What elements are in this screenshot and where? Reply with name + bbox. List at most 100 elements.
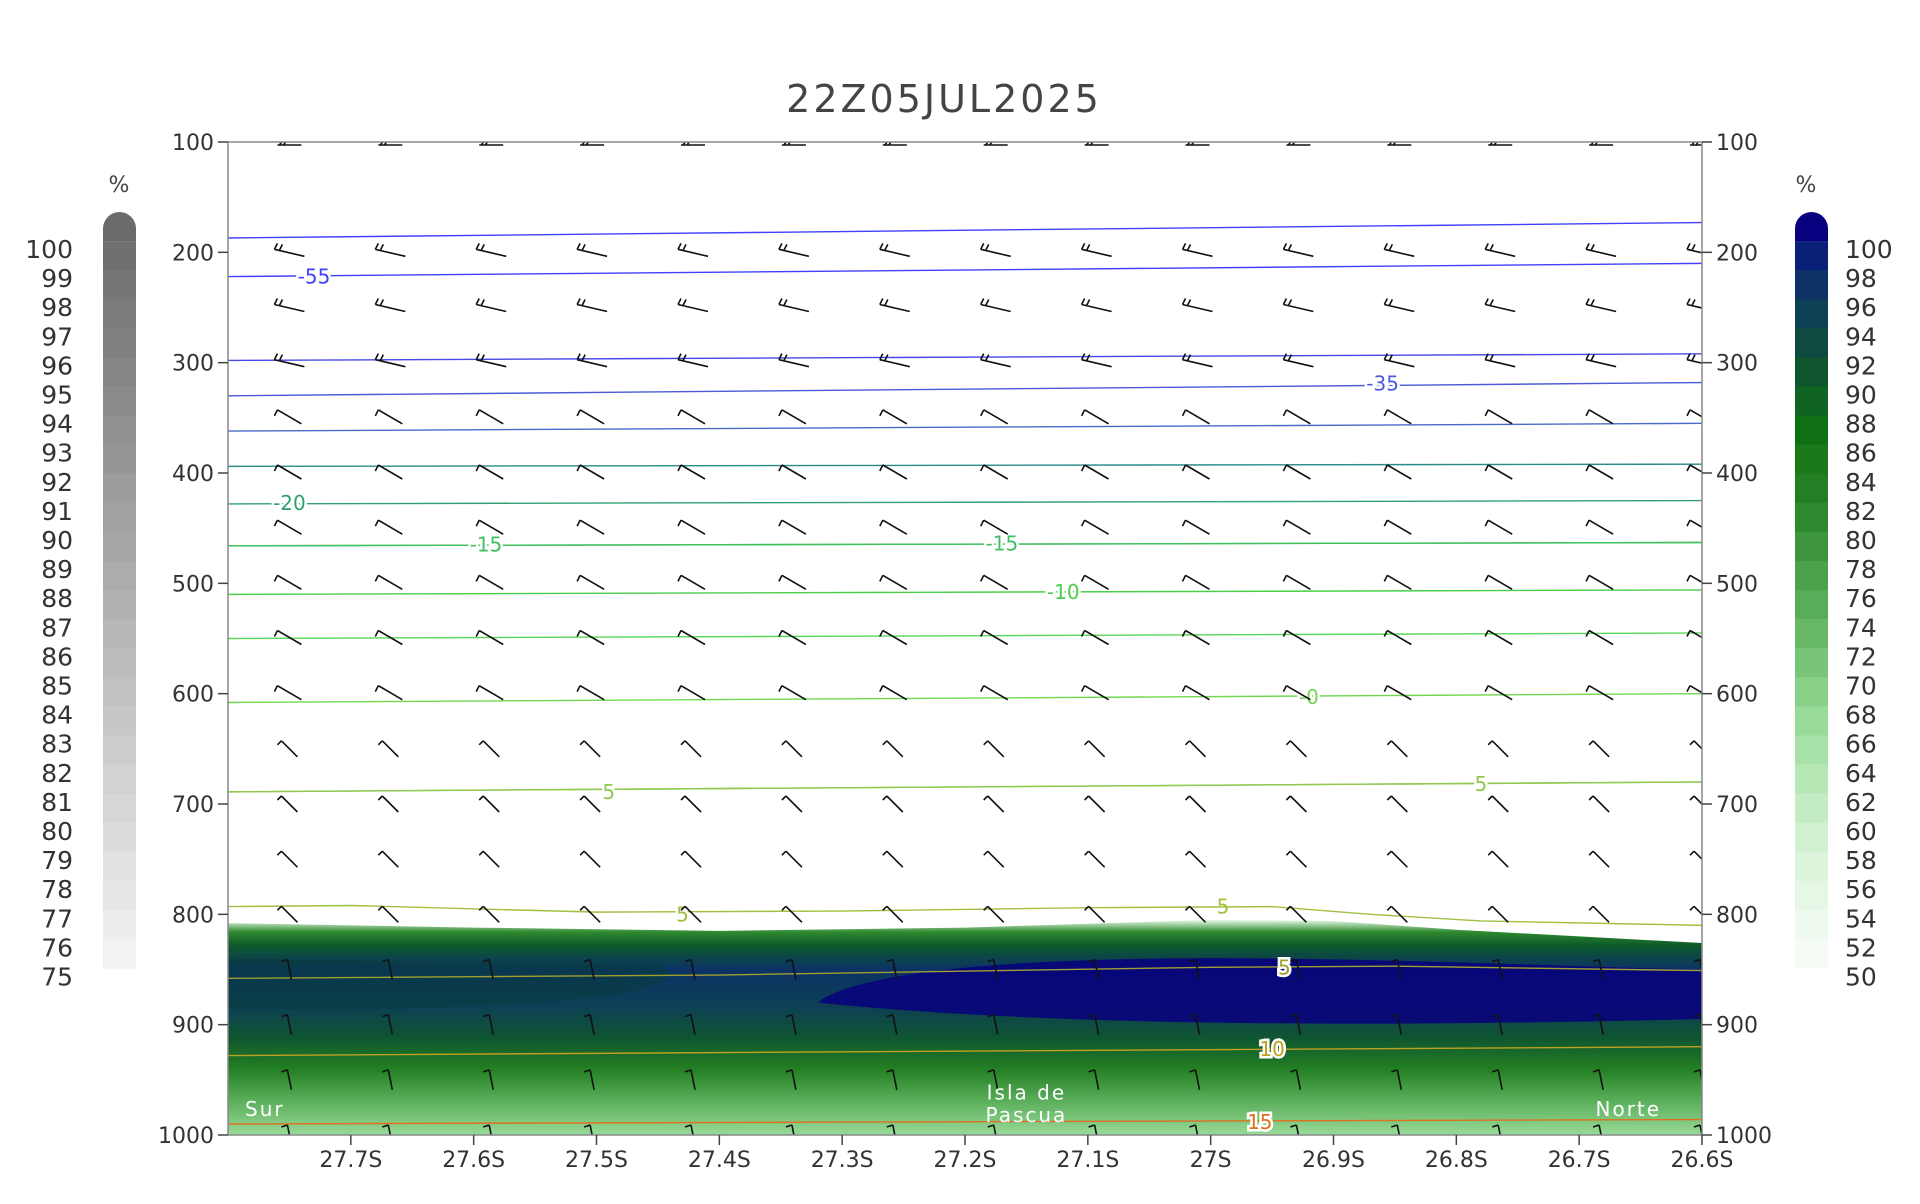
temperature-contour-line bbox=[228, 422, 1702, 432]
wind-barb bbox=[273, 242, 305, 258]
colorbar-right-swatch bbox=[1795, 735, 1828, 765]
wind-barb bbox=[983, 795, 1005, 813]
wind-barb bbox=[677, 409, 706, 425]
wind-barb bbox=[276, 795, 298, 813]
wind-barb bbox=[475, 353, 507, 368]
wind-barb bbox=[1585, 409, 1614, 425]
colorbar-left-swatch bbox=[103, 212, 136, 242]
wind-barb bbox=[1282, 353, 1314, 368]
colorbar-left-swatch bbox=[103, 328, 136, 358]
wind-barb bbox=[1391, 1069, 1403, 1090]
colorbar-left-label: 94 bbox=[41, 410, 73, 439]
x-tick-label: 27.6S bbox=[442, 1148, 505, 1173]
wind-barb bbox=[475, 409, 504, 425]
wind-barb bbox=[1282, 464, 1311, 480]
wind-barb bbox=[1181, 353, 1213, 368]
wind-barb bbox=[1491, 1069, 1503, 1090]
colorbar-left-swatch bbox=[103, 473, 136, 504]
wind-barb bbox=[979, 684, 1009, 701]
wind-barb bbox=[1282, 519, 1311, 535]
wind-barb bbox=[1484, 464, 1513, 480]
wind-barb bbox=[576, 629, 605, 646]
wind-barb bbox=[879, 629, 908, 646]
colorbar-right-swatch bbox=[1795, 764, 1828, 795]
wind-barb bbox=[1386, 740, 1408, 758]
y-axis-right: 100 200 300 400 500 600 700 800 900 1000 bbox=[1702, 131, 1772, 1149]
wind-barb bbox=[785, 1013, 797, 1035]
wind-barb bbox=[377, 795, 399, 813]
temperature-contour-line bbox=[228, 692, 1702, 704]
wind-barb bbox=[374, 519, 403, 535]
wind-barb bbox=[382, 1013, 394, 1035]
colorbar-right-label: 84 bbox=[1845, 468, 1877, 497]
wind-barb bbox=[1088, 958, 1100, 980]
wind-barb bbox=[1484, 574, 1513, 591]
y-tick-label-right: 300 bbox=[1716, 352, 1758, 377]
wind-barb bbox=[281, 1013, 293, 1035]
wind-barb bbox=[579, 905, 601, 923]
colorbar-left-swatch bbox=[103, 880, 136, 911]
temperature-contour-line bbox=[228, 1046, 1702, 1057]
wind-barb bbox=[1189, 1013, 1201, 1035]
wind-barb bbox=[677, 684, 706, 701]
wind-barb bbox=[987, 1069, 999, 1090]
wind-barb bbox=[1484, 353, 1516, 368]
wind-barb bbox=[374, 242, 406, 258]
temperature-contour-label: -35 bbox=[1366, 372, 1399, 396]
wind-barb bbox=[1487, 740, 1509, 758]
x-tick-label: 27S bbox=[1190, 1148, 1232, 1173]
colorbar-right-swatch bbox=[1795, 677, 1828, 707]
colorbar-left-swatch bbox=[103, 444, 136, 475]
wind-barb bbox=[1585, 574, 1614, 591]
y-tick-label-left: 1000 bbox=[158, 1124, 214, 1149]
colorbar-left-label: 90 bbox=[41, 526, 73, 555]
wind-barb bbox=[1189, 1124, 1199, 1135]
wind-barb bbox=[1181, 574, 1210, 591]
y-tick-label-right: 100 bbox=[1716, 131, 1758, 156]
colorbar-left-label: 81 bbox=[41, 788, 73, 817]
wind-barb bbox=[886, 1013, 898, 1035]
wind-barb bbox=[1693, 1013, 1702, 1029]
temperature-contour-line bbox=[228, 262, 1702, 278]
wind-barb bbox=[1585, 298, 1617, 313]
colorbar-left-label: 76 bbox=[41, 933, 73, 962]
wind-barb bbox=[886, 958, 898, 980]
wind-barb bbox=[1080, 464, 1110, 480]
wind-barb bbox=[1689, 795, 1702, 806]
colorbar-left-swatch bbox=[103, 822, 136, 853]
wind-barb bbox=[983, 850, 1005, 868]
colorbar-left-swatch bbox=[103, 386, 136, 417]
wind-barb bbox=[273, 353, 305, 368]
wind-barb bbox=[879, 519, 908, 535]
wind-barb bbox=[1693, 958, 1702, 974]
wind-barb bbox=[979, 464, 1009, 480]
wind-barb bbox=[1181, 464, 1210, 480]
colorbar-right-swatch bbox=[1795, 473, 1828, 504]
wind-barb bbox=[1686, 353, 1702, 364]
wind-barb bbox=[886, 1124, 896, 1135]
wind-barb bbox=[987, 1013, 999, 1035]
wind-barb bbox=[281, 1124, 291, 1135]
colorbar-left-swatch bbox=[103, 938, 136, 969]
temperature-contour-label: 5 bbox=[602, 780, 615, 804]
temperature-contour-label: 10 bbox=[1259, 1037, 1284, 1061]
colorbar-left-label: 92 bbox=[41, 468, 73, 497]
wind-barb bbox=[987, 1124, 997, 1135]
wind-barb bbox=[1484, 298, 1516, 313]
wind-barb bbox=[785, 958, 797, 980]
wind-barb bbox=[377, 740, 399, 758]
temperature-contour-label: -20 bbox=[273, 491, 306, 515]
temperature-contour-line bbox=[228, 541, 1702, 547]
wind-barb bbox=[781, 142, 806, 146]
colorbar-right-swatch bbox=[1795, 357, 1828, 387]
wind-barb bbox=[1080, 629, 1110, 646]
wind-barb bbox=[482, 1124, 493, 1135]
colorbar-left-label: 96 bbox=[41, 351, 73, 380]
wind-barb bbox=[1484, 684, 1513, 701]
wind-barb bbox=[1080, 409, 1110, 425]
wind-barb bbox=[1282, 574, 1311, 591]
location-annotation: Isla de bbox=[987, 1081, 1067, 1105]
wind-barb bbox=[1491, 1013, 1503, 1035]
colorbar-left-label: 86 bbox=[41, 642, 73, 671]
